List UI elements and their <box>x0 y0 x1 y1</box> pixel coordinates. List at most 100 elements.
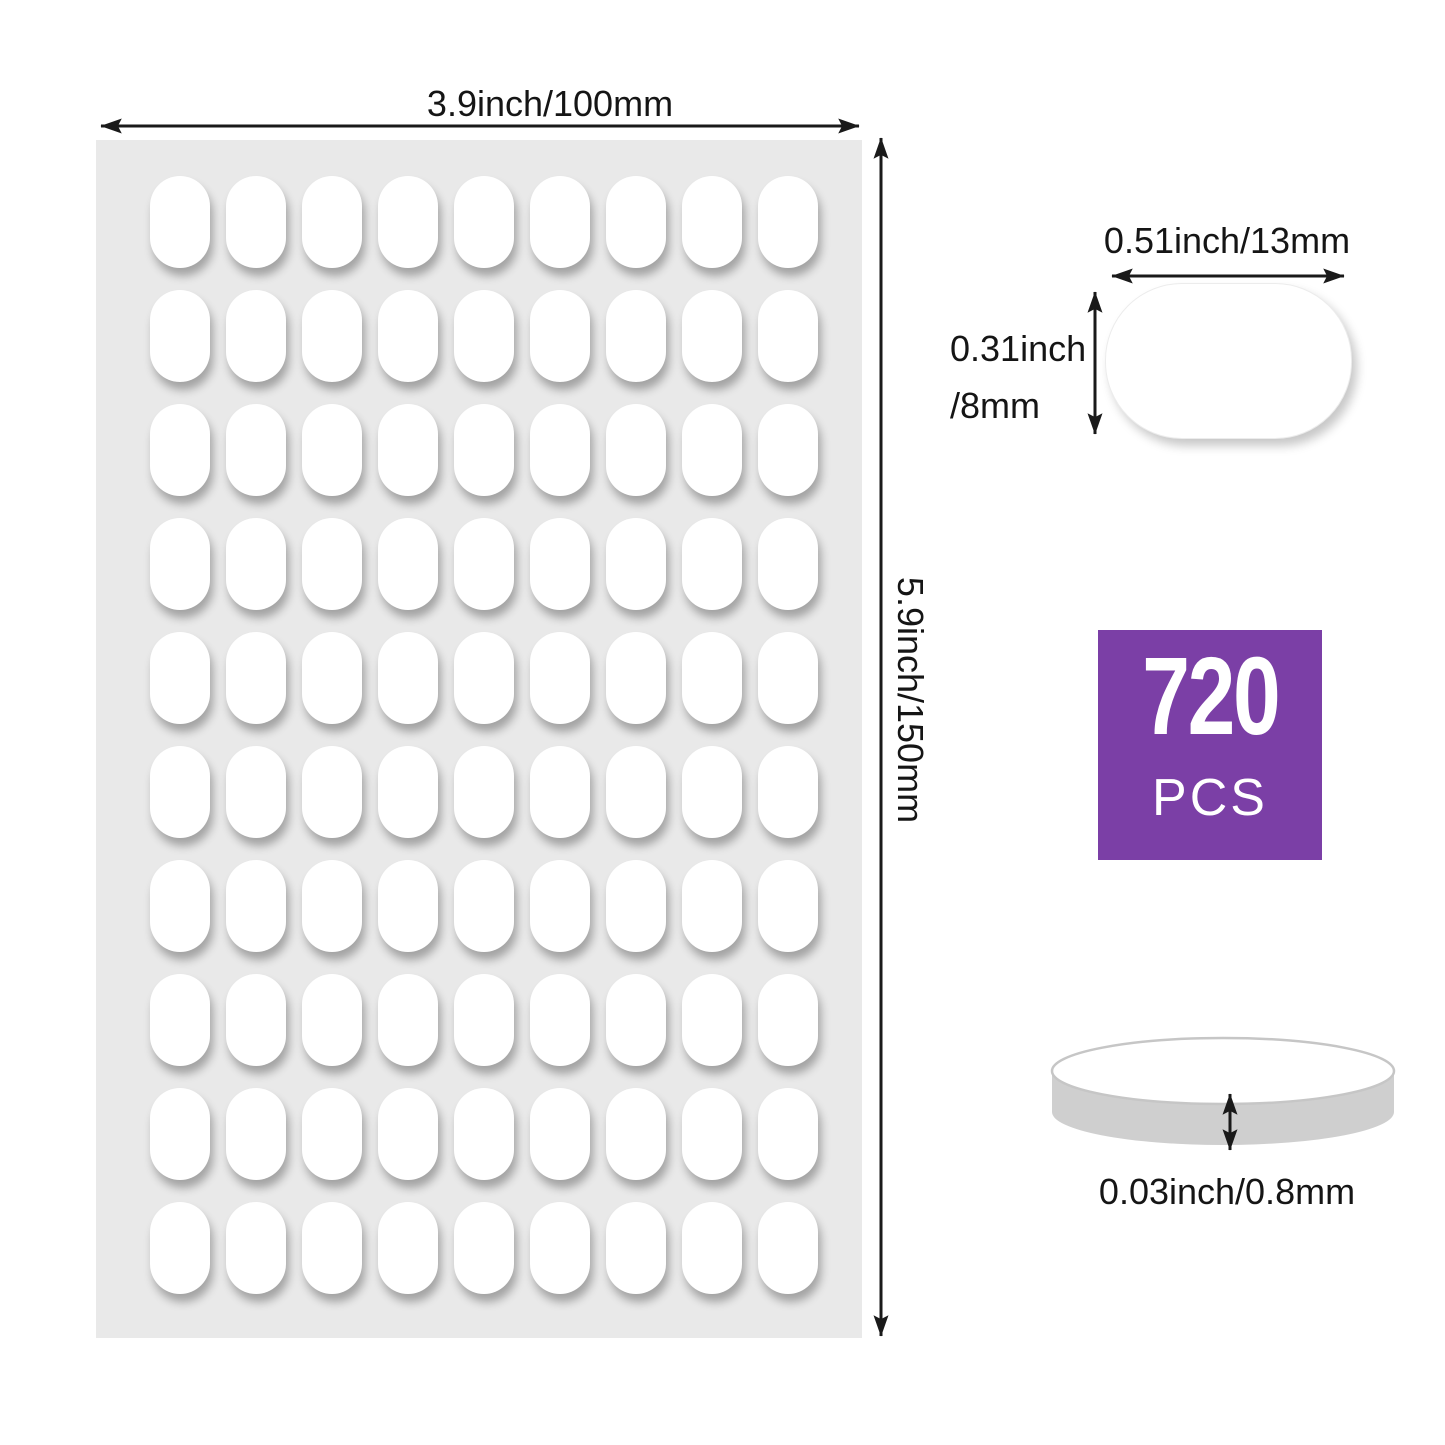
sticker-oval <box>150 860 210 952</box>
sticker-oval <box>302 518 362 610</box>
sticker-oval <box>530 404 590 496</box>
sticker-oval <box>758 404 818 496</box>
sticker-oval <box>378 632 438 724</box>
sticker-oval <box>302 290 362 382</box>
sticker-oval <box>606 518 666 610</box>
sticker-side-view <box>1050 1036 1396 1145</box>
sticker-oval <box>606 1088 666 1180</box>
sticker-oval <box>682 1088 742 1180</box>
sticker-oval <box>606 632 666 724</box>
sticker-closeup <box>1105 283 1352 439</box>
sticker-oval <box>378 974 438 1066</box>
badge-unit: PCS <box>1152 769 1268 827</box>
sticker-oval <box>606 746 666 838</box>
sticker-oval <box>302 632 362 724</box>
sticker-sheet <box>96 140 862 1338</box>
sticker-oval <box>454 404 514 496</box>
sticker-oval <box>150 974 210 1066</box>
sticker-oval <box>758 176 818 268</box>
sticker-height-label-line2: /8mm <box>950 385 1040 426</box>
sticker-oval <box>454 746 514 838</box>
sticker-height-label: 0.31inch /8mm <box>950 320 1086 434</box>
sticker-oval <box>454 632 514 724</box>
sticker-oval <box>150 176 210 268</box>
sticker-oval <box>302 1088 362 1180</box>
sticker-oval <box>378 1202 438 1294</box>
sticker-oval <box>682 518 742 610</box>
sticker-oval <box>606 974 666 1066</box>
sticker-oval <box>378 1088 438 1180</box>
sticker-oval <box>150 1088 210 1180</box>
sticker-oval <box>378 176 438 268</box>
sticker-oval <box>226 1202 286 1294</box>
sticker-oval <box>226 1088 286 1180</box>
sticker-oval <box>530 860 590 952</box>
badge-count: 720 <box>1141 635 1280 758</box>
sticker-oval <box>226 176 286 268</box>
sticker-height-label-line1: 0.31inch <box>950 328 1087 369</box>
sticker-oval <box>758 860 818 952</box>
sticker-oval <box>758 746 818 838</box>
sticker-oval <box>758 1088 818 1180</box>
sticker-oval <box>302 746 362 838</box>
sticker-oval <box>682 290 742 382</box>
sticker-oval <box>682 1202 742 1294</box>
sticker-oval <box>530 1202 590 1294</box>
sheet-width-label: 3.9inch/100mm <box>426 83 674 124</box>
count-badge: 720 PCS <box>1098 630 1322 860</box>
sticker-oval <box>378 518 438 610</box>
sticker-oval <box>454 1088 514 1180</box>
sheet-height-label: 5.9inch/150mm <box>890 576 932 824</box>
sticker-oval <box>530 746 590 838</box>
sticker-oval <box>530 1088 590 1180</box>
sticker-oval <box>606 404 666 496</box>
sticker-oval <box>758 518 818 610</box>
sticker-oval <box>378 404 438 496</box>
sticker-oval <box>150 1202 210 1294</box>
sticker-thickness-label: 0.03inch/0.8mm <box>1098 1171 1356 1212</box>
sticker-oval <box>454 290 514 382</box>
sticker-width-label: 0.51inch/13mm <box>1103 220 1351 261</box>
sticker-oval <box>454 860 514 952</box>
sticker-oval <box>682 404 742 496</box>
sticker-oval <box>226 290 286 382</box>
sticker-oval <box>226 404 286 496</box>
sticker-oval <box>682 974 742 1066</box>
sticker-oval <box>530 290 590 382</box>
sticker-oval <box>150 746 210 838</box>
sticker-oval <box>226 860 286 952</box>
sticker-oval <box>378 290 438 382</box>
sticker-oval <box>606 1202 666 1294</box>
sticker-oval <box>758 1202 818 1294</box>
sticker-oval <box>606 860 666 952</box>
sticker-oval <box>454 1202 514 1294</box>
disc-side-band <box>1052 1071 1394 1145</box>
sticker-oval <box>530 518 590 610</box>
sticker-oval <box>530 632 590 724</box>
sticker-oval <box>758 290 818 382</box>
sticker-oval <box>682 632 742 724</box>
sticker-oval <box>226 746 286 838</box>
sticker-oval <box>454 518 514 610</box>
disc-top-ellipse <box>1050 1036 1396 1106</box>
sticker-oval <box>226 974 286 1066</box>
sticker-oval <box>226 518 286 610</box>
sticker-oval <box>302 974 362 1066</box>
sticker-oval <box>302 176 362 268</box>
sticker-oval <box>758 632 818 724</box>
sticker-oval <box>682 176 742 268</box>
sticker-oval <box>226 632 286 724</box>
sticker-oval <box>682 860 742 952</box>
sticker-oval <box>682 746 742 838</box>
sticker-oval <box>150 404 210 496</box>
sticker-oval <box>150 290 210 382</box>
sticker-oval <box>302 404 362 496</box>
sticker-oval <box>302 1202 362 1294</box>
sticker-oval <box>150 632 210 724</box>
sticker-oval <box>378 860 438 952</box>
sticker-oval <box>454 176 514 268</box>
sticker-oval <box>530 974 590 1066</box>
sticker-oval <box>150 518 210 610</box>
sticker-oval <box>758 974 818 1066</box>
